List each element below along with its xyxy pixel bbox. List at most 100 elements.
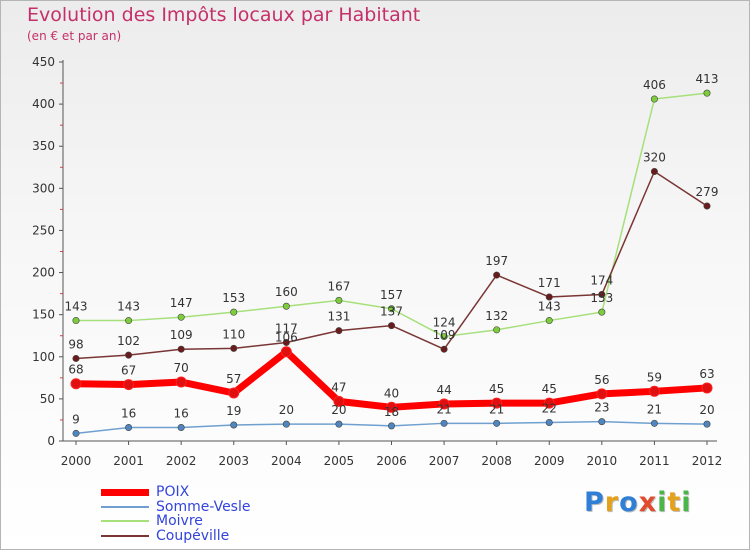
data-point: [72, 317, 80, 325]
data-point: [282, 302, 290, 310]
proxiti-logo: Proxiti: [584, 487, 692, 518]
data-label: 20: [279, 403, 294, 417]
data-point: [335, 420, 343, 428]
legend-swatch: [101, 488, 149, 496]
y-tick-label: 150: [32, 308, 55, 322]
y-tick-label: 350: [32, 139, 55, 153]
data-point: [230, 308, 238, 316]
data-label: 320: [643, 150, 666, 164]
data-label: 63: [699, 367, 714, 381]
data-point: [598, 308, 606, 316]
legend-label: Coupéville: [156, 527, 230, 544]
chart-subtitle: (en € et par an): [27, 29, 122, 43]
data-point: [177, 313, 185, 321]
data-label: 153: [590, 291, 613, 305]
data-label: 174: [590, 273, 613, 287]
data-label: 143: [117, 300, 140, 314]
data-label: 9: [72, 412, 80, 426]
data-label: 143: [65, 300, 88, 314]
data-label: 45: [542, 382, 557, 396]
data-point: [440, 333, 448, 341]
x-tick-label: 2003: [218, 454, 249, 468]
data-label: 21: [436, 402, 451, 416]
data-point: [545, 317, 553, 325]
x-tick-label: 2009: [534, 454, 565, 468]
logo-letter: i: [657, 487, 668, 518]
data-label: 22: [542, 401, 557, 415]
data-point: [493, 326, 501, 334]
data-point: [280, 346, 292, 358]
data-label: 67: [121, 364, 136, 378]
data-label: 109: [170, 328, 193, 342]
data-label: 109: [433, 328, 456, 342]
data-label: 57: [226, 372, 241, 386]
legend-item: Coupéville: [101, 529, 250, 544]
data-point: [703, 202, 711, 210]
data-label: 132: [485, 309, 508, 323]
data-point: [333, 395, 345, 407]
y-tick-label: 0: [47, 434, 55, 448]
data-label: 137: [380, 305, 403, 319]
data-label: 147: [170, 296, 193, 310]
legend-swatch: [101, 505, 149, 508]
data-point: [703, 89, 711, 97]
data-label: 143: [538, 300, 561, 314]
y-tick-label: 50: [40, 392, 55, 406]
x-tick-label: 2004: [271, 454, 302, 468]
data-label: 98: [68, 337, 83, 351]
data-label: 23: [594, 401, 609, 415]
data-point: [125, 424, 133, 432]
data-point: [70, 378, 82, 390]
x-tick-label: 2006: [376, 454, 407, 468]
x-tick-label: 2011: [639, 454, 670, 468]
data-label: 131: [327, 310, 350, 324]
data-point: [282, 420, 290, 428]
logo-letter: x: [638, 487, 658, 518]
data-label: 171: [538, 276, 561, 290]
data-label: 20: [699, 403, 714, 417]
legend-swatch: [101, 534, 149, 537]
data-label: 117: [275, 321, 298, 335]
data-point: [596, 388, 608, 400]
data-label: 20: [331, 403, 346, 417]
data-label: 197: [485, 254, 508, 268]
data-label: 110: [222, 327, 245, 341]
logo-letter: r: [604, 487, 620, 518]
data-label: 413: [696, 72, 719, 86]
data-point: [543, 397, 555, 409]
data-point: [387, 322, 395, 330]
data-point: [230, 421, 238, 429]
data-label: 21: [647, 402, 662, 416]
data-point: [335, 327, 343, 335]
legend-item: Somme-Vesle: [101, 500, 250, 515]
y-tick-label: 450: [32, 55, 55, 69]
data-label: 16: [174, 407, 189, 421]
data-point: [701, 382, 713, 394]
data-label: 279: [696, 185, 719, 199]
data-label: 44: [436, 383, 451, 397]
data-point: [598, 418, 606, 426]
data-point: [491, 397, 503, 409]
data-point: [440, 419, 448, 427]
data-label: 18: [384, 405, 399, 419]
data-point: [648, 385, 660, 397]
x-tick-label: 2002: [166, 454, 197, 468]
data-label: 160: [275, 285, 298, 299]
x-tick-label: 2005: [324, 454, 355, 468]
x-tick-label: 2010: [587, 454, 618, 468]
y-tick-label: 400: [32, 97, 55, 111]
data-point: [177, 424, 185, 432]
data-label: 16: [121, 407, 136, 421]
logo-letter: i: [681, 487, 692, 518]
data-label: 21: [489, 402, 504, 416]
data-label: 124: [433, 316, 456, 330]
y-tick-label: 300: [32, 181, 55, 195]
data-point: [72, 354, 80, 362]
data-point: [72, 429, 80, 437]
data-point: [493, 271, 501, 279]
data-point: [230, 344, 238, 352]
data-point: [438, 398, 450, 410]
data-point: [650, 419, 658, 427]
